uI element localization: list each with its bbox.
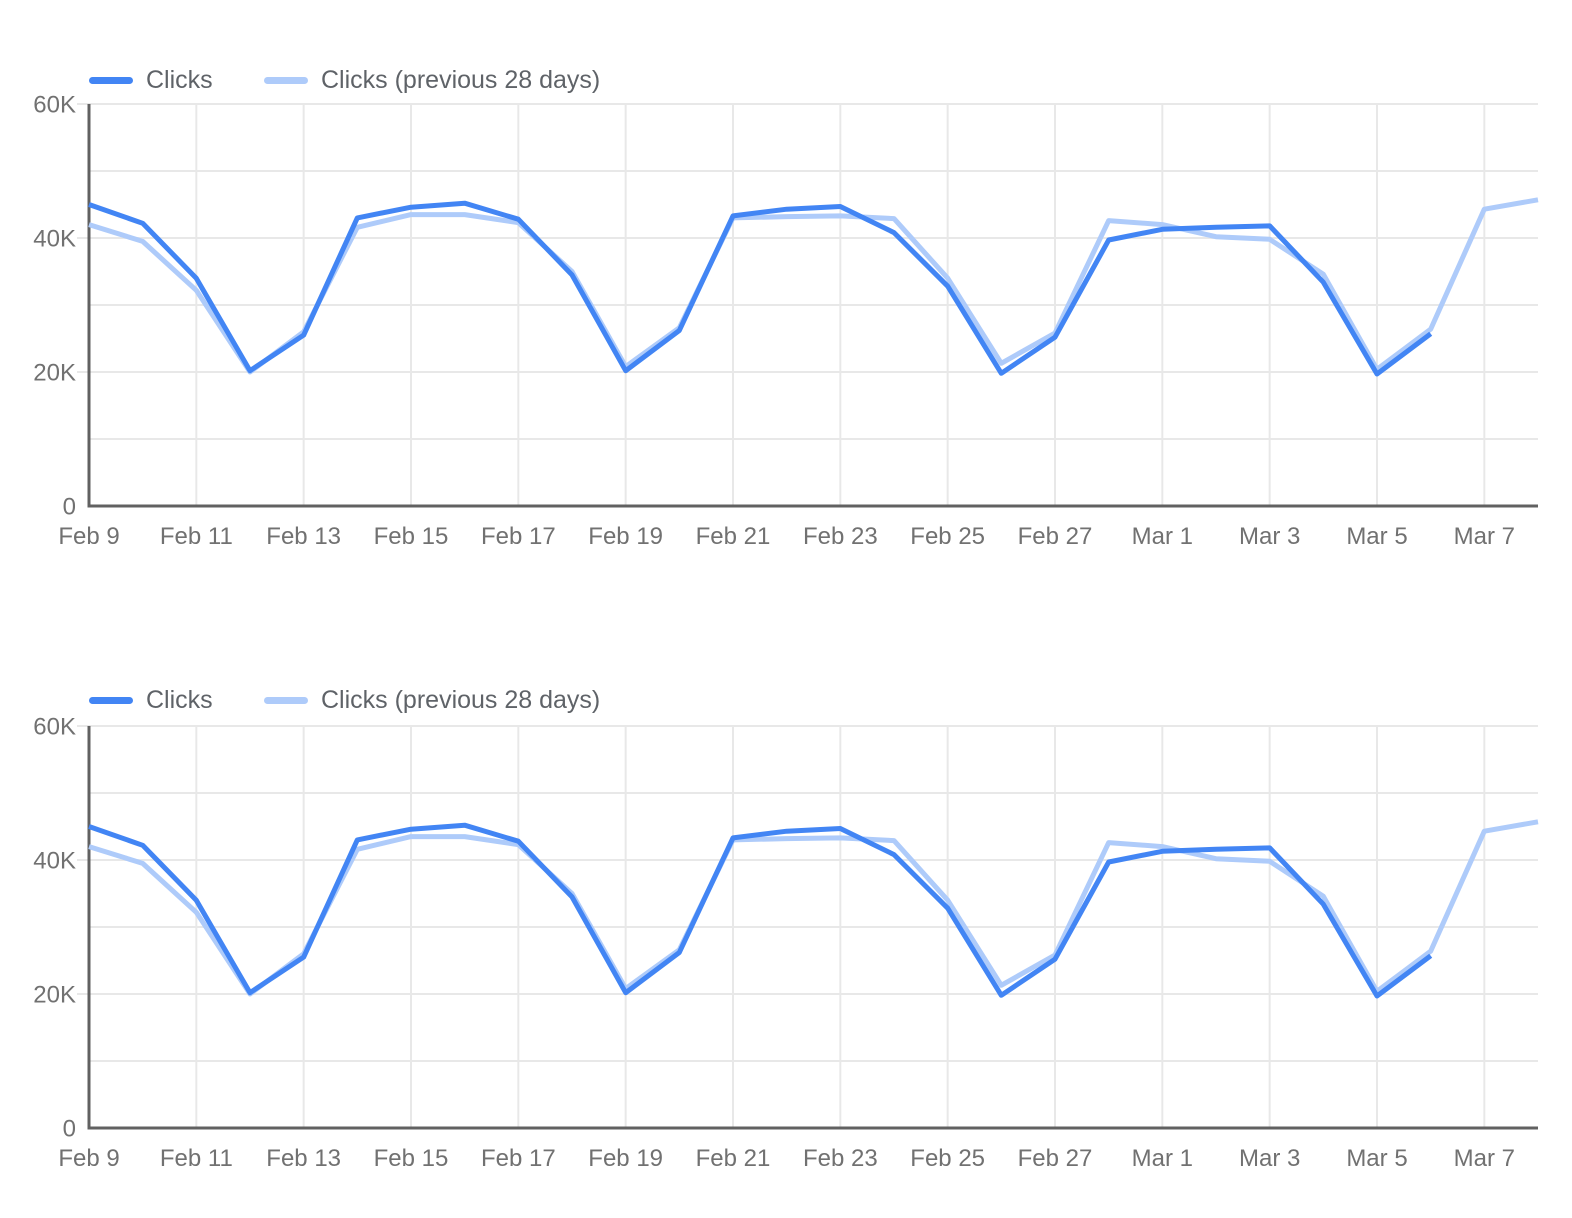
y-tick-label: 0	[63, 494, 76, 521]
clicks-previous-28-days-line[interactable]	[88, 819, 1539, 997]
y-tick-label: 40K	[33, 848, 76, 875]
chart-1-legend: Clicks Clicks (previous 28 days)	[89, 64, 1489, 96]
clicks-previous-series-swatch	[264, 696, 308, 704]
x-tick-label: Feb 17	[481, 523, 556, 550]
x-tick-label: Mar 3	[1239, 1145, 1300, 1172]
x-tick-label: Feb 25	[910, 1145, 985, 1172]
x-tick-label: Mar 5	[1346, 523, 1407, 550]
x-tick-label: Feb 19	[588, 523, 663, 550]
clicks-series-label: Clicks	[146, 66, 213, 94]
x-tick-label: Feb 9	[58, 523, 119, 550]
y-tick-label: 60K	[33, 714, 76, 741]
clicks-series-label: Clicks	[146, 686, 213, 714]
legend-item-clicks: Clicks	[89, 64, 213, 96]
clicks-series-swatch	[89, 76, 133, 84]
clicks-line-chart-plot-1: 0 20K 40K 60K Feb 9 Feb 11 Feb 13 Feb 15 Feb 17 F…	[33, 92, 1539, 550]
x-tick-label: Feb 27	[1018, 523, 1093, 550]
x-tick-label: Feb 9	[58, 1145, 119, 1172]
clicks-chart-2: Clicks Clicks (previous 28 days) 0 20K 40K…	[0, 620, 1572, 1218]
legend-item-clicks-previous: Clicks (previous 28 days)	[264, 684, 600, 716]
clicks-previous-series-label: Clicks (previous 28 days)	[321, 66, 601, 94]
x-tick-label: Feb 21	[696, 523, 771, 550]
x-tick-label: Feb 11	[160, 1145, 233, 1172]
x-tick-label: Mar 7	[1454, 523, 1515, 550]
y-tick-label: 20K	[33, 982, 76, 1009]
x-tick-label: Feb 23	[803, 1145, 878, 1172]
clicks-previous-series-label: Clicks (previous 28 days)	[321, 686, 601, 714]
chart-2-legend: Clicks Clicks (previous 28 days)	[89, 684, 1489, 716]
x-tick-label: Feb 23	[803, 523, 878, 550]
x-tick-label: Feb 15	[374, 523, 449, 550]
clicks-line-chart-plot-2: 0 20K 40K 60K Feb 9 Feb 11 Feb 13 Feb 15 Feb 17 F…	[33, 714, 1539, 1172]
x-tick-label: Feb 25	[910, 523, 985, 550]
x-tick-label: Mar 5	[1346, 1145, 1407, 1172]
x-tick-label: Mar 1	[1132, 523, 1193, 550]
legend-item-clicks: Clicks	[89, 684, 213, 716]
x-tick-label: Mar 3	[1239, 523, 1300, 550]
y-tick-label: 60K	[33, 92, 76, 119]
x-tick-label: Feb 13	[266, 1145, 341, 1172]
y-tick-label: 40K	[33, 226, 76, 253]
clicks-line[interactable]	[88, 200, 1433, 377]
x-tick-label: Feb 13	[266, 523, 341, 550]
x-tick-label: Feb 17	[481, 1145, 556, 1172]
x-tick-label: Mar 7	[1454, 1145, 1515, 1172]
clicks-previous-28-days-line[interactable]	[88, 197, 1539, 375]
y-tick-label: 20K	[33, 360, 76, 387]
clicks-line[interactable]	[88, 822, 1433, 999]
clicks-previous-series-swatch	[264, 76, 308, 84]
x-tick-label: Feb 21	[696, 1145, 771, 1172]
x-tick-label: Feb 19	[588, 1145, 663, 1172]
y-tick-label: 0	[63, 1116, 76, 1143]
clicks-chart-1: Clicks Clicks (previous 28 days) 0 20K 40K…	[0, 0, 1572, 598]
clicks-series-swatch	[89, 696, 133, 704]
legend-item-clicks-previous: Clicks (previous 28 days)	[264, 64, 600, 96]
x-tick-label: Mar 1	[1132, 1145, 1193, 1172]
x-tick-label: Feb 27	[1018, 1145, 1093, 1172]
x-tick-label: Feb 15	[374, 1145, 449, 1172]
x-tick-label: Feb 11	[160, 523, 233, 550]
